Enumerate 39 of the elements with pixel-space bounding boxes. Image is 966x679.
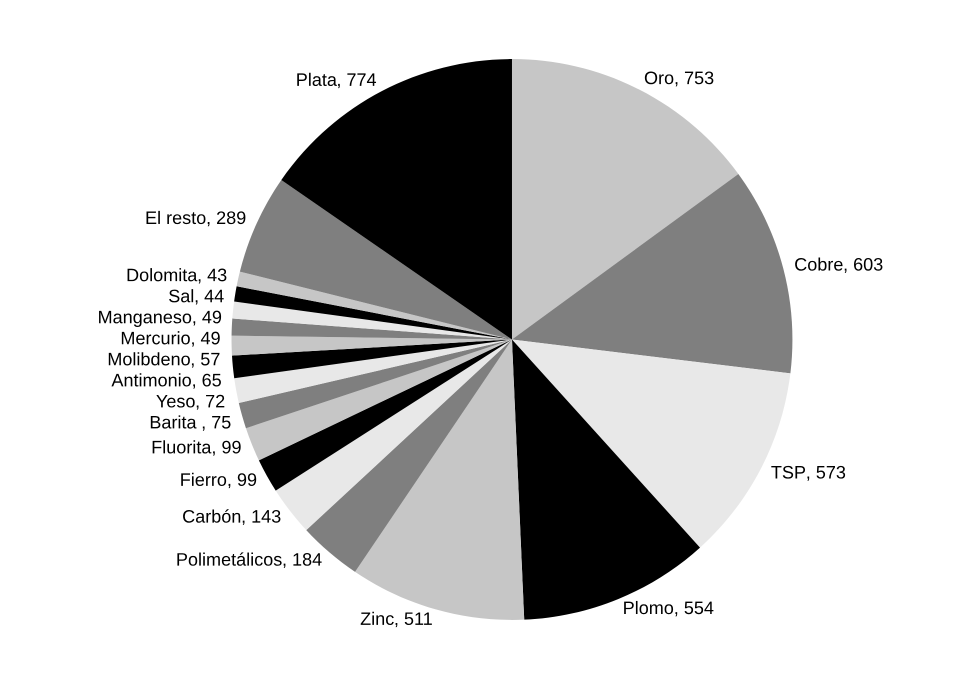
data-label: , 57 bbox=[192, 352, 220, 368]
slice-label: Zinc bbox=[360, 612, 394, 626]
data-label: , 72 bbox=[196, 394, 224, 410]
data-label: , 143 bbox=[242, 510, 280, 525]
slice-label: Oro bbox=[644, 71, 674, 84]
data-label: , 99 bbox=[213, 440, 241, 456]
slice-label: Mercurio bbox=[122, 331, 190, 344]
data-label: , 774 bbox=[338, 73, 376, 88]
slice-label: Fierro bbox=[181, 472, 226, 486]
slice-label: Fluorita bbox=[152, 440, 212, 454]
slice-label: Polimetálicos bbox=[177, 552, 282, 566]
data-label: , 554 bbox=[675, 602, 714, 616]
data-label: , 573 bbox=[807, 466, 846, 481]
data-label: , 49 bbox=[192, 332, 220, 347]
data-label: , 511 bbox=[396, 612, 432, 628]
slice-label: Antimonio bbox=[111, 373, 191, 387]
slice-label: Plata bbox=[297, 72, 337, 86]
slice-label: El resto bbox=[146, 210, 206, 224]
data-label: , 99 bbox=[228, 473, 256, 488]
slice-label: Manganeso bbox=[99, 310, 192, 327]
slice-label: TSP bbox=[771, 466, 806, 479]
slice-label: Sal bbox=[169, 289, 194, 302]
data-label: , 753 bbox=[676, 71, 714, 86]
slice-label: Cobre bbox=[795, 257, 843, 271]
slice-label: Carbón bbox=[183, 509, 240, 523]
data-label: , 184 bbox=[284, 553, 322, 568]
data-label: , 603 bbox=[844, 258, 882, 273]
data-label: , 75 bbox=[202, 416, 231, 431]
slice-label: Plomo bbox=[624, 600, 674, 614]
slice-label: Molibdeno bbox=[108, 352, 190, 366]
slice-label: Dolomita bbox=[128, 268, 198, 282]
data-label: , 289 bbox=[208, 211, 246, 226]
slice-label: Yeso bbox=[156, 394, 195, 408]
data-label: , 44 bbox=[196, 290, 224, 305]
data-label: , 43 bbox=[198, 268, 226, 284]
data-label: , 65 bbox=[193, 374, 221, 389]
pie-slice bbox=[512, 59, 738, 340]
slice-label: Barita bbox=[150, 415, 197, 429]
data-label: , 49 bbox=[193, 310, 222, 326]
